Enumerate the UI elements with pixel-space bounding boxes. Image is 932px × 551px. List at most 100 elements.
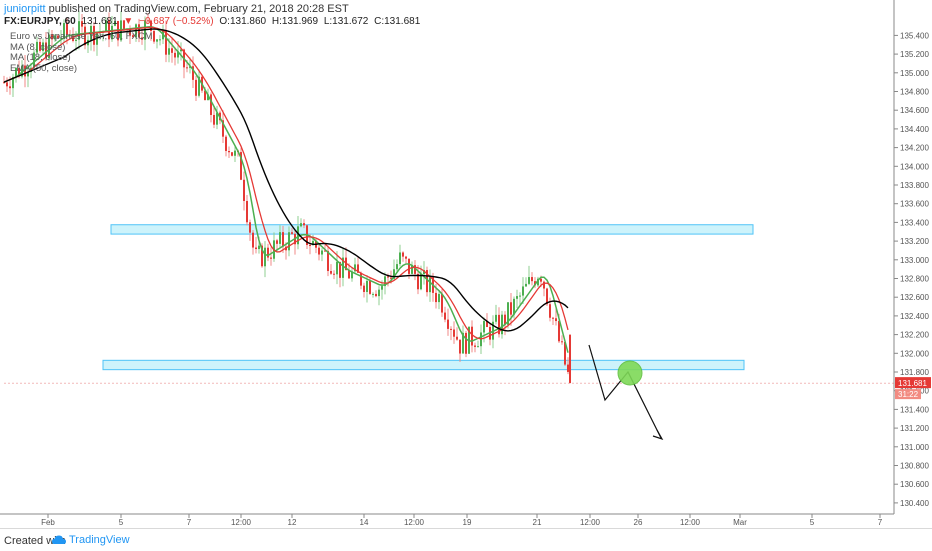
candle-body[interactable] <box>84 26 86 46</box>
candle-body[interactable] <box>498 314 500 335</box>
candle-body[interactable] <box>462 332 464 354</box>
candle-body[interactable] <box>303 223 305 226</box>
projection-path[interactable] <box>588 344 662 439</box>
candle-body[interactable] <box>366 280 368 292</box>
candle-body[interactable] <box>519 295 521 297</box>
candle-body[interactable] <box>363 285 365 292</box>
legend-ma-fast[interactable]: MA (8, close) <box>10 41 66 53</box>
candle-body[interactable] <box>300 223 302 227</box>
legend-ma-mid[interactable]: MA (18, close) <box>10 52 71 63</box>
candle-body[interactable] <box>408 258 410 274</box>
candle-body[interactable] <box>525 283 527 287</box>
candle-body[interactable] <box>507 302 509 325</box>
candle-body[interactable] <box>216 112 218 125</box>
candle-body[interactable] <box>264 247 266 267</box>
candle-body[interactable] <box>222 120 224 137</box>
candle-body[interactable] <box>228 150 230 153</box>
candle-body[interactable] <box>342 257 344 278</box>
candle-body[interactable] <box>195 79 197 96</box>
candle-body[interactable] <box>45 42 47 59</box>
candle-body[interactable] <box>123 20 125 29</box>
candle-body[interactable] <box>210 94 212 115</box>
candle-body[interactable] <box>522 286 524 296</box>
candle-body[interactable] <box>351 271 353 279</box>
candle-body[interactable] <box>312 240 314 246</box>
candle-body[interactable] <box>261 245 263 267</box>
candle-body[interactable] <box>375 293 377 297</box>
candle-body[interactable] <box>171 48 173 53</box>
candle-body[interactable] <box>504 314 506 325</box>
legend-series-name[interactable]: Euro vs Japanese Yen, 60, FXCM <box>10 31 153 42</box>
candle-body[interactable] <box>60 37 62 39</box>
candle-body[interactable] <box>231 152 233 156</box>
candle-body[interactable] <box>66 23 68 35</box>
author-link[interactable]: juniorpitt <box>4 3 46 15</box>
candle-body[interactable] <box>528 277 530 284</box>
candle-body[interactable] <box>168 48 170 55</box>
candle-body[interactable] <box>309 245 311 247</box>
candle-body[interactable] <box>24 65 26 77</box>
candle-body[interactable] <box>513 298 515 315</box>
candle-body[interactable] <box>564 342 566 365</box>
candle-body[interactable] <box>108 20 110 40</box>
candle-body[interactable] <box>459 339 461 354</box>
candle-body[interactable] <box>321 250 323 255</box>
candle-body[interactable] <box>18 68 20 77</box>
candle-body[interactable] <box>198 76 200 96</box>
candle-body[interactable] <box>555 318 557 322</box>
candle-body[interactable] <box>186 67 188 69</box>
candle-body[interactable] <box>381 286 383 290</box>
candle-body[interactable] <box>93 25 95 45</box>
candle-body[interactable] <box>240 152 242 180</box>
candle-body[interactable] <box>213 114 215 125</box>
candle-body[interactable] <box>75 39 77 41</box>
candle-body[interactable] <box>360 272 362 286</box>
candle-body[interactable] <box>447 319 449 329</box>
candle-body[interactable] <box>330 271 332 274</box>
candle-body[interactable] <box>177 51 179 58</box>
candle-body[interactable] <box>546 288 548 305</box>
candle-body[interactable] <box>105 20 107 32</box>
candle-body[interactable] <box>333 273 335 275</box>
candle-body[interactable] <box>549 304 551 318</box>
candle-body[interactable] <box>420 274 422 290</box>
candle-body[interactable] <box>282 232 284 247</box>
candle-body[interactable] <box>327 250 329 272</box>
candle-body[interactable] <box>531 277 533 282</box>
candle-body[interactable] <box>153 30 155 42</box>
candle-body[interactable] <box>252 232 254 248</box>
candle-body[interactable] <box>453 329 455 337</box>
symbol-name[interactable]: FX:EURJPY, 60 <box>4 16 76 27</box>
support-zone[interactable] <box>102 359 745 371</box>
candle-body[interactable] <box>384 276 386 287</box>
candle-body[interactable] <box>369 280 371 294</box>
candle-body[interactable] <box>477 346 479 348</box>
candle-body[interactable] <box>537 278 539 286</box>
candle-body[interactable] <box>423 270 425 275</box>
candle-body[interactable] <box>3 82 5 84</box>
candle-body[interactable] <box>558 321 560 342</box>
candle-body[interactable] <box>297 226 299 245</box>
candle-body[interactable] <box>9 86 11 89</box>
candle-body[interactable] <box>567 364 569 372</box>
candle-body[interactable] <box>387 276 389 278</box>
candle-body[interactable] <box>399 252 401 265</box>
candle-body[interactable] <box>405 256 407 259</box>
candle-body[interactable] <box>444 312 446 320</box>
candle-body[interactable] <box>357 264 359 273</box>
candle-body[interactable] <box>15 68 17 77</box>
candle-body[interactable] <box>72 35 74 41</box>
candle-body[interactable] <box>255 247 257 250</box>
candle-body[interactable] <box>456 336 458 340</box>
candle-body[interactable] <box>192 66 194 80</box>
candle-body[interactable] <box>471 326 473 346</box>
candle-body[interactable] <box>429 277 431 293</box>
candle-body[interactable] <box>372 293 374 295</box>
candle-body[interactable] <box>141 37 143 40</box>
candle-body[interactable] <box>390 277 392 279</box>
candle-body[interactable] <box>249 222 251 233</box>
candle-body[interactable] <box>156 39 158 42</box>
candle-body[interactable] <box>510 302 512 315</box>
candle-body[interactable] <box>54 35 56 40</box>
candle-body[interactable] <box>324 250 326 252</box>
